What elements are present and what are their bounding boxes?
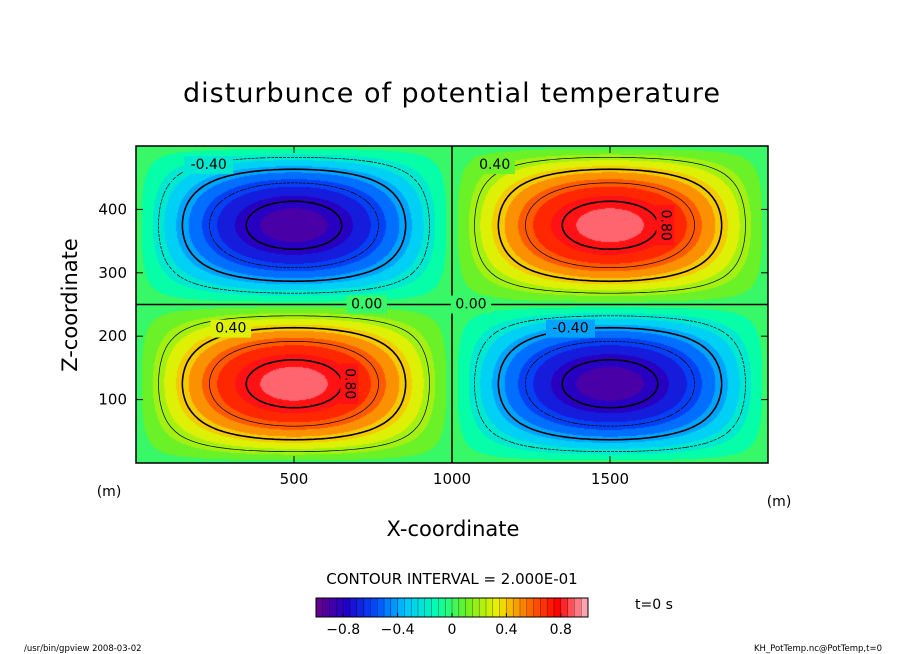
contour-label: 0.80 — [657, 210, 673, 241]
contour-line — [209, 182, 695, 427]
x-tick-label: 1500 — [591, 470, 629, 488]
y-tick-label: 400 — [98, 200, 127, 218]
footer-left: /usr/bin/gpview 2008-03-02 — [24, 644, 142, 654]
colorbar-tick-label: 0.8 — [550, 622, 572, 638]
colorbar: −0.8 −0.4 0 0.4 0.8 — [315, 597, 589, 638]
contour-line — [158, 156, 746, 453]
contour-label: 0.40 — [479, 157, 510, 173]
contour-label: 0.80 — [341, 368, 357, 399]
contour-line — [209, 182, 695, 427]
contour-label: 0.00 — [351, 297, 382, 313]
contour-label-background — [210, 319, 251, 338]
contour-label-background — [656, 205, 675, 246]
y-axis-ticks: 100 200 300 400 — [98, 200, 768, 409]
x-unit-right: (m) — [767, 494, 792, 510]
footer-right: KH_PotTemp.nc@PotTemp,t=0 — [754, 644, 882, 654]
x-tick-label: 1000 — [433, 470, 471, 488]
contour-label-background — [184, 156, 234, 175]
y-tick-label: 100 — [98, 391, 127, 409]
colorbar-tick-label: −0.8 — [326, 622, 360, 638]
y-axis-label: Z-coordinate — [58, 238, 82, 372]
contour-label: -0.40 — [552, 321, 588, 337]
x-axis-label: X-coordinate — [387, 517, 520, 541]
contour-interval-label: CONTOUR INTERVAL = 2.000E-01 — [326, 570, 577, 588]
contour-line — [181, 168, 723, 441]
contour-line — [181, 168, 723, 441]
colorbar-tick-label: −0.4 — [381, 622, 415, 638]
plot-area: -0.40 0.40 0.00 0.00 0.40 -0.40 0.80 0.80 500 10… — [98, 145, 769, 488]
contour-line — [158, 156, 746, 453]
contour-labels: -0.40 0.40 0.00 0.00 0.40 -0.40 0.80 0.80 — [184, 156, 675, 404]
chart-title: disturbunce of potential temperature — [183, 78, 721, 109]
y-tick-label: 200 — [98, 327, 127, 345]
contour-label-background — [474, 156, 515, 175]
x-axis-ticks: 500 1000 1500 — [280, 146, 629, 488]
contour-label-background — [546, 319, 595, 338]
contour-lines — [136, 146, 768, 463]
x-unit-left: (m) — [97, 484, 122, 500]
time-label: t=0 s — [635, 597, 673, 613]
colorbar-tick-label: 0 — [448, 622, 457, 638]
contour-label-background — [346, 295, 387, 314]
contour-label: 0.40 — [215, 321, 246, 337]
contour-label: -0.40 — [191, 157, 227, 173]
y-tick-label: 300 — [98, 264, 127, 282]
contour-label-background — [340, 363, 359, 404]
contour-label-background — [450, 295, 492, 314]
colorbar-tick-label: 0.4 — [495, 622, 517, 638]
x-tick-label: 500 — [280, 470, 309, 488]
colorbar-ticks: −0.8 −0.4 0 0.4 0.8 — [322, 598, 582, 638]
contour-line — [245, 200, 659, 409]
contour-label: 0.00 — [455, 297, 486, 313]
